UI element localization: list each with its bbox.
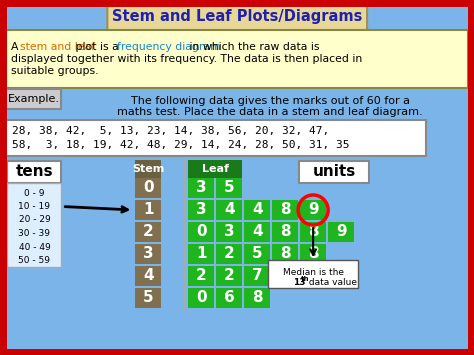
FancyBboxPatch shape <box>272 200 298 220</box>
FancyBboxPatch shape <box>244 200 270 220</box>
Text: 50 - 59: 50 - 59 <box>18 256 50 265</box>
Text: 8: 8 <box>280 246 291 262</box>
Text: Example.: Example. <box>8 94 59 104</box>
Text: 8: 8 <box>308 246 319 262</box>
Text: 58,  3, 18, 19, 42, 48, 29, 14, 24, 28, 50, 31, 35: 58, 3, 18, 19, 42, 48, 29, 14, 24, 28, 5… <box>12 140 350 150</box>
Text: 5: 5 <box>143 290 154 306</box>
Text: maths test. Place the data in a stem and leaf diagram.: maths test. Place the data in a stem and… <box>118 107 423 117</box>
Text: stem and leaf: stem and leaf <box>19 42 94 52</box>
FancyBboxPatch shape <box>216 288 242 308</box>
FancyBboxPatch shape <box>188 222 214 242</box>
Text: Median is the: Median is the <box>283 268 344 277</box>
FancyBboxPatch shape <box>5 89 61 109</box>
FancyBboxPatch shape <box>300 222 326 242</box>
FancyBboxPatch shape <box>7 30 468 88</box>
Text: 8: 8 <box>280 268 291 284</box>
FancyBboxPatch shape <box>216 200 242 220</box>
Text: Stem: Stem <box>132 164 164 174</box>
FancyBboxPatch shape <box>135 178 161 198</box>
Text: 8: 8 <box>280 202 291 218</box>
Text: 28, 38, 42,  5, 13, 23, 14, 38, 56, 20, 32, 47,: 28, 38, 42, 5, 13, 23, 14, 38, 56, 20, 3… <box>12 126 329 136</box>
FancyBboxPatch shape <box>300 200 326 220</box>
Text: 1: 1 <box>196 246 207 262</box>
FancyBboxPatch shape <box>135 266 161 286</box>
FancyBboxPatch shape <box>216 222 242 242</box>
Text: 2: 2 <box>224 268 235 284</box>
Text: 9: 9 <box>336 224 346 240</box>
Text: 5: 5 <box>252 246 263 262</box>
FancyBboxPatch shape <box>188 200 214 220</box>
Text: 2: 2 <box>143 224 154 240</box>
FancyBboxPatch shape <box>135 288 161 308</box>
Text: 20 - 29: 20 - 29 <box>18 215 50 224</box>
Text: 8: 8 <box>280 224 291 240</box>
Text: Leaf: Leaf <box>202 164 229 174</box>
FancyBboxPatch shape <box>216 266 242 286</box>
Text: 0: 0 <box>143 180 154 196</box>
Text: The following data gives the marks out of 60 for a: The following data gives the marks out o… <box>131 96 410 106</box>
FancyBboxPatch shape <box>268 260 358 288</box>
Text: Stem and Leaf Plots/Diagrams: Stem and Leaf Plots/Diagrams <box>112 10 363 24</box>
Text: 9: 9 <box>308 202 319 218</box>
FancyBboxPatch shape <box>188 160 242 178</box>
FancyBboxPatch shape <box>272 266 298 286</box>
Text: 8: 8 <box>308 224 319 240</box>
Text: plot is a: plot is a <box>72 42 122 52</box>
FancyBboxPatch shape <box>188 178 214 198</box>
Text: 5: 5 <box>224 180 235 196</box>
Text: 3: 3 <box>196 202 207 218</box>
Text: A: A <box>11 42 22 52</box>
FancyBboxPatch shape <box>8 183 61 267</box>
Text: 3: 3 <box>196 180 207 196</box>
Text: 3: 3 <box>224 224 235 240</box>
Text: 4: 4 <box>252 202 263 218</box>
FancyBboxPatch shape <box>188 244 214 264</box>
FancyBboxPatch shape <box>244 244 270 264</box>
Text: data value: data value <box>306 278 357 287</box>
FancyBboxPatch shape <box>107 1 367 31</box>
Text: 4: 4 <box>224 202 235 218</box>
Text: displayed together with its frequency. The data is then placed in: displayed together with its frequency. T… <box>11 54 363 64</box>
Text: 2: 2 <box>196 268 207 284</box>
Text: th: th <box>301 276 310 282</box>
FancyBboxPatch shape <box>244 288 270 308</box>
FancyBboxPatch shape <box>244 266 270 286</box>
Text: 8: 8 <box>252 290 263 306</box>
Text: 0 - 9: 0 - 9 <box>24 189 45 197</box>
Text: suitable groups.: suitable groups. <box>11 66 99 76</box>
Text: 2: 2 <box>224 246 235 262</box>
Text: 3: 3 <box>143 246 154 262</box>
FancyBboxPatch shape <box>216 178 242 198</box>
Text: 7: 7 <box>252 268 263 284</box>
FancyBboxPatch shape <box>188 266 214 286</box>
FancyBboxPatch shape <box>135 160 161 178</box>
FancyBboxPatch shape <box>244 222 270 242</box>
Text: frequency diagram: frequency diagram <box>117 42 220 52</box>
FancyBboxPatch shape <box>188 288 214 308</box>
FancyBboxPatch shape <box>135 244 161 264</box>
Text: in which the raw data is: in which the raw data is <box>186 42 319 52</box>
FancyBboxPatch shape <box>272 222 298 242</box>
Text: 6: 6 <box>224 290 235 306</box>
Text: 13: 13 <box>293 278 306 287</box>
Text: 0: 0 <box>196 224 207 240</box>
Text: 4: 4 <box>252 224 263 240</box>
FancyBboxPatch shape <box>272 244 298 264</box>
Text: 1: 1 <box>143 202 154 218</box>
Text: 10 - 19: 10 - 19 <box>18 202 50 211</box>
FancyBboxPatch shape <box>8 161 61 183</box>
Text: 30 - 39: 30 - 39 <box>18 229 50 238</box>
FancyBboxPatch shape <box>299 161 369 183</box>
FancyBboxPatch shape <box>7 120 426 156</box>
FancyBboxPatch shape <box>216 244 242 264</box>
FancyBboxPatch shape <box>135 222 161 242</box>
FancyBboxPatch shape <box>135 200 161 220</box>
Text: units: units <box>312 164 356 180</box>
Text: 4: 4 <box>143 268 154 284</box>
FancyBboxPatch shape <box>328 222 354 242</box>
Text: tens: tens <box>16 164 53 180</box>
Text: 40 - 49: 40 - 49 <box>18 242 50 251</box>
FancyBboxPatch shape <box>300 244 326 264</box>
Text: 0: 0 <box>196 290 207 306</box>
